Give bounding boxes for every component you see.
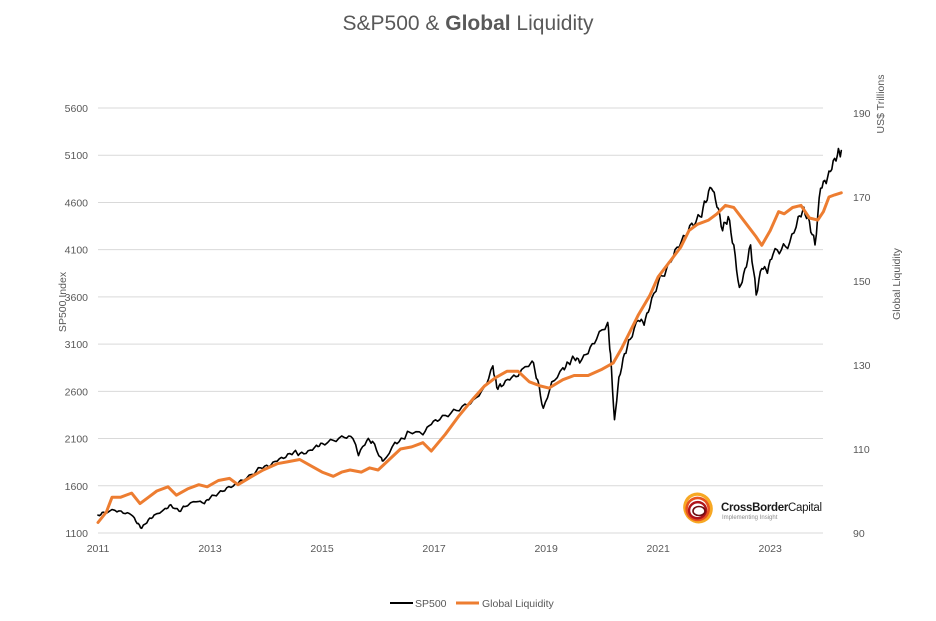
- right-tick-label: 150: [853, 276, 871, 288]
- title-part-2: Global: [445, 12, 510, 35]
- right-axis-unit-title: US$ Trillions: [875, 75, 887, 134]
- logo-swirl-icon: [683, 492, 713, 524]
- right-tick-label: 130: [853, 360, 871, 372]
- x-axis-ticks: 2011 2013 2015 2017 2019 2021 2023: [87, 543, 782, 555]
- title-part-3: Liquidity: [511, 12, 594, 35]
- left-tick-label: 4100: [65, 245, 89, 257]
- right-axis-title: Global Liquidity: [891, 247, 903, 320]
- x-tick-label: 2017: [422, 543, 446, 555]
- series-line-sp500: [97, 147, 843, 530]
- right-axis-ticks: 90 110 130 150 170 190: [853, 108, 871, 540]
- right-tick-label: 190: [853, 108, 871, 120]
- x-tick-label: 2015: [310, 543, 334, 555]
- logo-brand-regular: Capital: [788, 502, 822, 514]
- legend-item-global-liquidity[interactable]: Global Liquidity: [456, 598, 555, 610]
- x-tick-label: 2021: [646, 543, 670, 555]
- left-tick-label: 3600: [65, 292, 89, 304]
- x-tick-label: 2019: [534, 543, 558, 555]
- legend: SP500 Global Liquidity: [390, 598, 555, 610]
- left-tick-label: 2100: [65, 434, 89, 446]
- left-tick-label: 1100: [65, 528, 88, 540]
- chart-title: S&P500 & Global Liquidity: [343, 12, 594, 35]
- left-tick-label: 1600: [65, 481, 89, 493]
- x-tick-label: 2023: [759, 543, 783, 555]
- series-line-global-liquidity: [96, 191, 843, 524]
- right-tick-label: 170: [853, 192, 871, 204]
- left-axis-title: SP500 Index: [57, 271, 69, 332]
- logo-brand-bold: CrossBorder: [721, 502, 789, 514]
- right-tick-label: 90: [853, 528, 865, 540]
- legend-label-global-liquidity: Global Liquidity: [482, 598, 555, 610]
- right-tick-label: 110: [853, 444, 870, 456]
- left-tick-label: 2600: [65, 386, 89, 398]
- left-tick-label: 5600: [65, 103, 89, 115]
- left-tick-label: 5100: [65, 150, 89, 162]
- crossborder-capital-logo: CrossBorderCapital Implementing Insight: [683, 492, 822, 524]
- svg-text:CrossBorderCapital: CrossBorderCapital: [721, 502, 822, 514]
- x-tick-label: 2011: [87, 543, 110, 555]
- logo-tagline: Implementing Insight: [722, 515, 778, 521]
- title-part-1: S&P500 &: [343, 12, 446, 35]
- gridlines: [98, 107, 823, 534]
- left-axis-ticks: 1100 1600 2100 2600 3100 3600 4100 4600 5100 5600: [65, 103, 89, 540]
- legend-label-sp500: SP500: [415, 598, 447, 610]
- x-tick-label: 2013: [198, 543, 222, 555]
- series-layer: [96, 147, 843, 530]
- legend-item-sp500[interactable]: SP500: [390, 598, 447, 610]
- left-tick-label: 4600: [65, 197, 89, 209]
- left-tick-label: 3100: [65, 339, 89, 351]
